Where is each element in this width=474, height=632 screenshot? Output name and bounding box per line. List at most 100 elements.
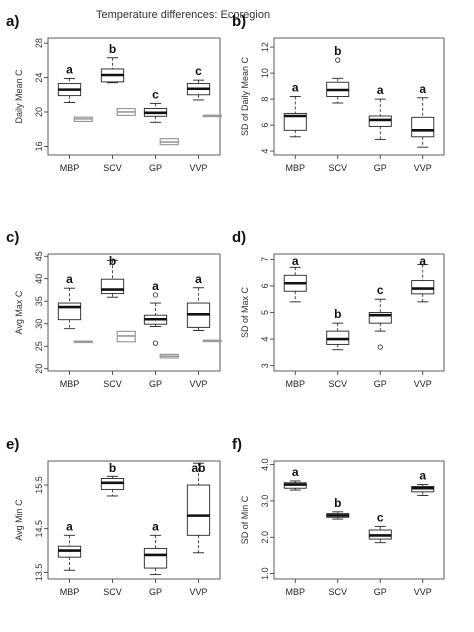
y-tick-label: 35 xyxy=(34,296,44,306)
significance-letter: b xyxy=(109,254,116,268)
y-tick-label: 4.0 xyxy=(260,458,270,471)
category-label: VVP xyxy=(189,379,207,389)
plot-frame xyxy=(47,460,221,580)
box xyxy=(57,302,82,321)
significance-letter: b xyxy=(334,307,341,321)
category-label: GP xyxy=(149,379,162,389)
category-label: MBP xyxy=(285,379,305,389)
y-tick-label: 6 xyxy=(260,283,270,288)
significance-letter: a xyxy=(292,465,299,479)
category-label: GP xyxy=(374,163,387,173)
y-tick-label: 5 xyxy=(260,310,270,315)
y-tick-label: 28 xyxy=(34,38,44,48)
significance-letter: c xyxy=(377,283,384,297)
plot-frame xyxy=(47,37,221,156)
y-tick-label: 30 xyxy=(34,319,44,329)
significance-letter: a xyxy=(419,469,426,483)
category-label: SCV xyxy=(328,379,347,389)
y-tick-label: 2.0 xyxy=(260,531,270,544)
y-tick-label: 13.5 xyxy=(34,564,44,582)
category-label: VVP xyxy=(414,163,432,173)
box xyxy=(283,112,307,131)
outlier-point xyxy=(335,57,341,63)
category-label: SCV xyxy=(103,379,122,389)
category-label: SCV xyxy=(103,587,122,597)
significance-letter: a xyxy=(66,62,73,76)
category-label: SCV xyxy=(103,163,122,173)
box xyxy=(411,116,435,138)
y-tick-label: 7 xyxy=(260,257,270,262)
category-label: VVP xyxy=(414,587,432,597)
category-label: VVP xyxy=(189,587,207,597)
significance-letter: c xyxy=(377,510,384,524)
significance-letter: ab xyxy=(191,461,205,475)
category-label: SCV xyxy=(328,587,347,597)
significance-letter: a xyxy=(292,254,299,268)
category-label: MBP xyxy=(60,587,80,597)
y-tick-label: 15.5 xyxy=(34,476,44,494)
significance-letter: a xyxy=(195,272,202,286)
box xyxy=(143,547,168,569)
outlier-point xyxy=(152,292,159,298)
box xyxy=(186,484,211,536)
significance-letter: a xyxy=(419,82,426,96)
plot-frame xyxy=(273,37,445,156)
y-axis-label: Avg Max C xyxy=(14,290,24,334)
y-tick-label: 3 xyxy=(260,363,270,368)
significance-letter: a xyxy=(419,254,426,268)
box xyxy=(326,330,350,345)
panel-2: b) 4 6 8 10 12 SD of Daily Mean C MBP SCV GP VVP a b… xyxy=(232,13,445,173)
y-tick-label: 12 xyxy=(260,42,270,52)
plot-frame xyxy=(47,253,221,372)
significance-letter: a xyxy=(66,272,73,286)
significance-letter: a xyxy=(292,81,299,95)
panel-label: a) xyxy=(6,13,19,30)
category-label: GP xyxy=(149,163,162,173)
significance-letter: c xyxy=(195,64,202,78)
panel-1: a) 16 20 24 28 Daily Mean C MBP SCV GP VVP a b c c xyxy=(6,13,222,173)
significance-letter: b xyxy=(334,496,341,510)
plot-frame xyxy=(273,460,445,580)
category-label: GP xyxy=(374,379,387,389)
significance-letter: b xyxy=(109,42,116,56)
box xyxy=(411,280,435,295)
category-label: MBP xyxy=(285,587,305,597)
panel-4: d) 3 4 5 6 7 SD of Max C MBP SCV GP VVP a b c a xyxy=(232,229,445,389)
box xyxy=(100,278,125,295)
y-tick-label: 40 xyxy=(34,274,44,284)
y-axis-label: SD of Max C xyxy=(240,286,250,338)
y-tick-label: 3.0 xyxy=(260,495,270,508)
plot-frame xyxy=(273,253,445,372)
y-tick-label: 4 xyxy=(260,149,270,154)
y-tick-label: 16 xyxy=(34,141,44,151)
significance-letter: c xyxy=(152,87,159,101)
y-tick-label: 8 xyxy=(260,97,270,102)
category-label: MBP xyxy=(285,163,305,173)
panel-label: f) xyxy=(232,436,242,453)
outlier-point xyxy=(377,344,383,350)
y-tick-label: 20 xyxy=(34,107,44,117)
y-tick-label: 45 xyxy=(34,251,44,261)
y-axis-label: SD of Daily Mean C xyxy=(240,56,250,136)
figure-title: Temperature differences: Ecoregion xyxy=(96,9,270,21)
category-label: SCV xyxy=(328,163,347,173)
y-tick-label: 25 xyxy=(34,341,44,351)
y-tick-label: 1.0 xyxy=(260,567,270,580)
panel-label: d) xyxy=(232,229,246,246)
category-label: GP xyxy=(149,587,162,597)
significance-letter: b xyxy=(109,461,116,475)
significance-letter: a xyxy=(152,279,159,293)
panel-6: f) 1.0 2.0 3.0 4.0 SD of Min C MBP SCV GP VVP a b c a xyxy=(232,436,445,597)
y-axis-label: SD of Min C xyxy=(240,495,250,544)
y-axis-label: Daily Mean C xyxy=(14,69,24,124)
y-axis-label: Avg Min C xyxy=(14,499,24,541)
category-label: GP xyxy=(374,587,387,597)
y-tick-label: 20 xyxy=(34,364,44,374)
y-tick-label: 4 xyxy=(260,337,270,342)
panel-label: c) xyxy=(6,229,19,246)
category-label: VVP xyxy=(189,163,207,173)
box xyxy=(368,312,392,324)
significance-letter: b xyxy=(334,44,341,58)
significance-letter: a xyxy=(377,83,384,97)
